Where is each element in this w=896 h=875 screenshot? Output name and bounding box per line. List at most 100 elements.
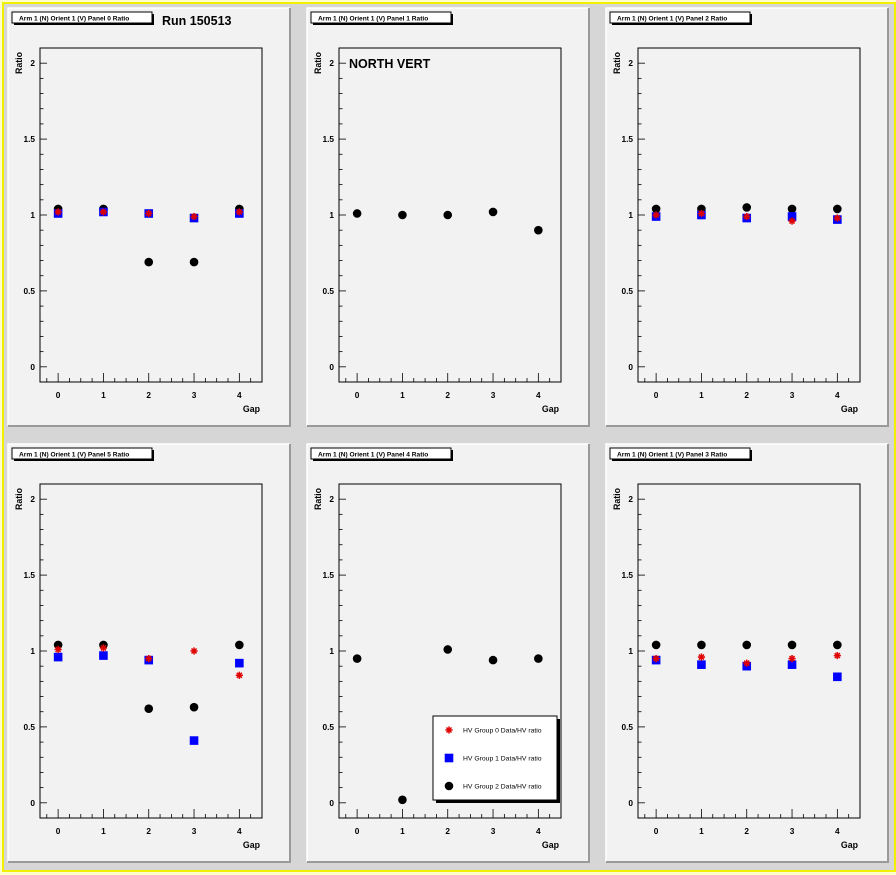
x-axis-title: Gap — [542, 840, 560, 850]
point-group0-gap2 — [145, 209, 153, 218]
panel-title: Arm 1 (N) Orient 1 (V) Panel 1 Ratio — [318, 16, 428, 23]
panel-title: Arm 1 (N) Orient 1 (V) Panel 5 Ratio — [19, 452, 129, 459]
x-tick-label: 2 — [146, 826, 151, 836]
point-group0-gap1 — [697, 209, 706, 218]
point-group0-gap4 — [235, 671, 243, 679]
x-tick-label: 1 — [699, 390, 704, 400]
panel-title-box — [310, 447, 452, 460]
point-group2-gap4 — [833, 204, 842, 214]
point-group2-gap3 — [787, 640, 797, 650]
panel-0: Arm 1 (N) Orient 1 (V) Panel 0 Ratio Run … — [7, 7, 291, 427]
panel-1: Arm 1 (N) Orient 1 (V) Panel 1 Ratio NORT… — [306, 7, 590, 427]
y-tick-label: 0.5 — [23, 722, 35, 732]
y-tick-label: 2 — [628, 58, 633, 68]
x-tick-label: 3 — [192, 826, 197, 836]
panel-title: Arm 1 (N) Orient 1 (V) Panel 0 Ratio — [19, 16, 129, 23]
x-tick-label: 1 — [400, 390, 405, 400]
point-group2-gap0 — [651, 640, 661, 650]
point-group2-gap0 — [651, 204, 661, 214]
point-group0-gap4 — [235, 208, 243, 216]
y-tick-label: 2 — [30, 58, 35, 68]
legend-entry-0: HV Group 0 Data/HV ratio — [463, 728, 542, 735]
y-tick-label: 1.5 — [621, 134, 633, 144]
y-tick-label: 2 — [329, 494, 334, 504]
x-tick-label: 0 — [355, 390, 360, 400]
y-tick-label: 1.5 — [621, 570, 633, 580]
legend-marker-2 — [444, 781, 454, 791]
point-group0-gap0 — [54, 208, 62, 216]
point-group0-gap1 — [99, 644, 108, 652]
panel-title: Arm 1 (N) Orient 1 (V) Panel 3 Ratio — [617, 452, 727, 459]
y-tick-label: 1 — [329, 210, 334, 220]
point-group2-gap0 — [352, 209, 362, 218]
point-group0-gap2 — [743, 659, 751, 667]
y-tick-label: 1 — [329, 646, 334, 656]
x-tick-label: 2 — [146, 390, 151, 400]
x-tick-label: 4 — [237, 826, 242, 836]
x-tick-label: 0 — [654, 390, 659, 400]
point-group2-gap3 — [787, 204, 797, 214]
y-tick-label: 0.5 — [322, 286, 334, 296]
y-tick-label: 2 — [329, 58, 334, 68]
point-group2-gap4 — [534, 225, 543, 235]
point-group2-gap1 — [398, 795, 407, 805]
x-tick-label: 1 — [101, 390, 106, 400]
point-group1-gap0 — [53, 652, 63, 662]
x-tick-label: 4 — [536, 390, 541, 400]
y-tick-label: 0 — [329, 798, 334, 808]
x-tick-label: 0 — [654, 826, 659, 836]
x-axis-title: Gap — [841, 404, 859, 414]
x-tick-label: 4 — [237, 390, 242, 400]
x-tick-label: 1 — [101, 826, 106, 836]
point-group0-gap0 — [652, 654, 660, 663]
y-tick-label: 1 — [628, 210, 633, 220]
panel-pad — [8, 444, 290, 862]
legend-entry-2: HV Group 2 Data/HV ratio — [463, 784, 542, 791]
point-group0-gap1 — [697, 653, 706, 661]
point-group2-gap4 — [534, 654, 543, 663]
point-group2-gap1 — [398, 210, 407, 220]
y-tick-label: 0 — [628, 362, 633, 372]
panel-annotation: NORTH VERT — [349, 57, 431, 71]
point-group0-gap4 — [833, 651, 841, 660]
x-tick-label: 3 — [790, 826, 795, 836]
point-group0-gap3 — [190, 212, 198, 221]
panel-title-box — [11, 11, 153, 24]
panel-title-box — [11, 447, 153, 460]
y-axis-title: Ratio — [612, 487, 622, 510]
y-axis-title: Ratio — [313, 51, 323, 74]
y-tick-label: 0 — [30, 362, 35, 372]
y-tick-label: 0 — [329, 362, 334, 372]
run-label: Run 150513 — [162, 14, 232, 28]
y-tick-label: 0 — [628, 798, 633, 808]
point-group0-gap3 — [788, 217, 796, 225]
x-axis-title: Gap — [243, 404, 261, 414]
point-group2-gap3 — [189, 702, 199, 712]
point-group2-gap2 — [144, 704, 154, 713]
y-tick-label: 1.5 — [322, 134, 334, 144]
panel-2: Arm 1 (N) Orient 1 (V) Panel 2 Ratio 0 0.5… — [605, 7, 889, 427]
point-group1-gap1 — [697, 660, 706, 669]
x-tick-label: 0 — [355, 826, 360, 836]
x-axis-title: Gap — [542, 404, 560, 414]
y-tick-label: 1 — [628, 646, 633, 656]
point-group2-gap4 — [833, 640, 842, 650]
panel-title-box — [609, 11, 751, 24]
y-axis-title: Ratio — [14, 487, 24, 510]
panel-3: Arm 1 (N) Orient 1 (V) Panel 5 Ratio 0 0.5… — [7, 443, 291, 863]
panel-title-box — [310, 11, 452, 24]
legend-marker-1 — [444, 753, 454, 763]
panel-title-box — [609, 447, 751, 460]
panel-title: Arm 1 (N) Orient 1 (V) Panel 4 Ratio — [318, 452, 428, 459]
point-group2-gap3 — [488, 207, 498, 217]
legend-box — [432, 715, 558, 801]
y-tick-label: 0.5 — [322, 722, 334, 732]
point-group2-gap2 — [742, 640, 752, 650]
point-group1-gap4 — [235, 658, 244, 668]
x-tick-label: 3 — [790, 390, 795, 400]
y-axis-title: Ratio — [313, 487, 323, 510]
y-tick-label: 0 — [30, 798, 35, 808]
point-group2-gap2 — [144, 257, 154, 267]
x-tick-label: 0 — [56, 390, 61, 400]
